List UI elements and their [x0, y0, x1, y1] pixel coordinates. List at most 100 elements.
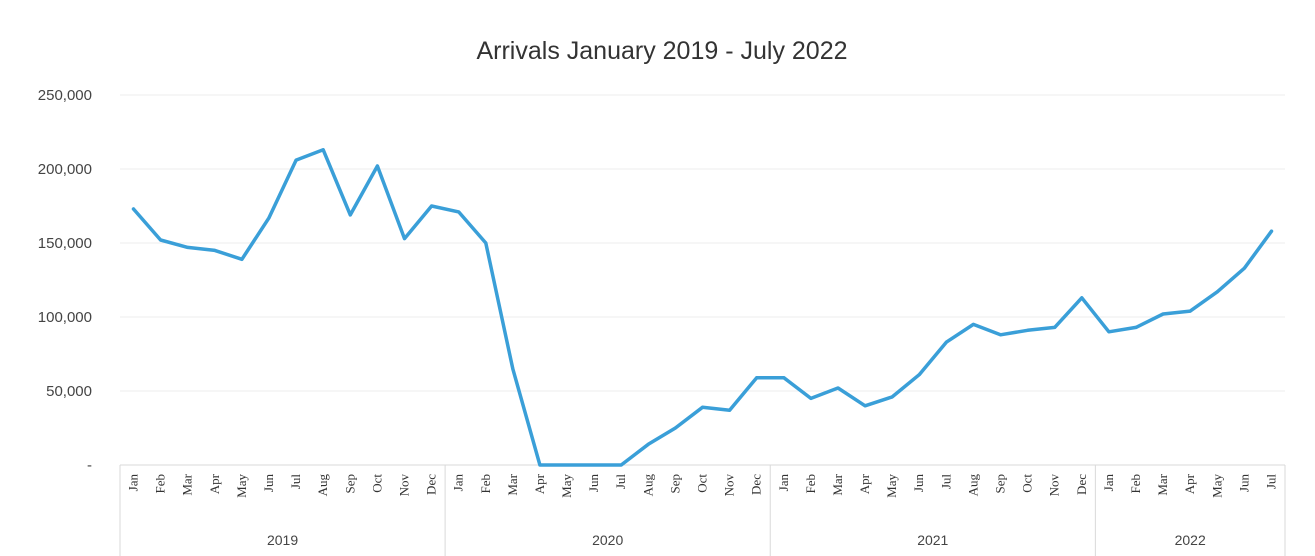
chart-title: Arrivals January 2019 - July 2022 — [476, 37, 847, 65]
data-point — [1134, 325, 1138, 329]
data-point — [511, 367, 515, 371]
y-tick-label: 150,000 — [38, 235, 92, 252]
data-point — [348, 213, 352, 217]
y-axis-ticks: - 50,000 100,000 150,000 200,000 250,000 — [38, 87, 92, 474]
data-point — [1269, 229, 1273, 233]
x-tick-label: Dec — [749, 474, 764, 495]
x-tick-label: May — [1209, 474, 1224, 498]
data-point — [673, 426, 677, 430]
x-tick-label: Mar — [180, 473, 195, 495]
x-tick-label: Nov — [1047, 474, 1062, 497]
data-point — [1026, 328, 1030, 332]
data-point — [701, 405, 704, 409]
x-tick-label: May — [559, 474, 574, 498]
y-tick-label: 50,000 — [46, 383, 92, 400]
x-tick-label: Aug — [315, 474, 330, 497]
data-point — [484, 241, 488, 245]
series-arrivals — [131, 148, 1274, 467]
y-tick-label: - — [87, 457, 92, 474]
x-tick-label: Feb — [1128, 474, 1143, 494]
x-axis-month-ticks: Jan Feb Mar Apr May Jun Jul Aug Sep Oct Nov Dec Jan F… — [126, 473, 1279, 498]
x-tick-label: Sep — [667, 474, 682, 494]
data-point — [1161, 312, 1165, 316]
x-tick-label: Jun — [911, 474, 926, 493]
data-point — [267, 216, 271, 220]
data-point — [755, 376, 759, 380]
x-tick-label: Sep — [993, 474, 1008, 494]
data-point — [836, 386, 840, 390]
data-point — [213, 248, 217, 252]
data-point — [565, 463, 569, 467]
data-point — [1242, 266, 1246, 270]
x-tick-label: Apr — [1182, 473, 1197, 494]
data-point — [863, 404, 867, 408]
x-tick-label: Oct — [695, 474, 710, 493]
data-point — [944, 340, 948, 344]
x-tick-label: Apr — [857, 473, 872, 494]
gridlines — [120, 94, 1285, 392]
x-tick-label: Feb — [153, 474, 168, 494]
year-label: 2019 — [267, 532, 298, 548]
data-point — [619, 463, 623, 467]
x-tick-label: Jul — [1263, 474, 1278, 490]
x-tick-label: Jan — [1101, 474, 1116, 492]
x-tick-label: Jan — [451, 474, 466, 492]
x-tick-label: Jul — [613, 474, 628, 490]
data-point — [321, 148, 325, 152]
x-tick-label: Jun — [586, 474, 601, 493]
y-tick-label: 250,000 — [38, 87, 92, 104]
data-point — [917, 373, 921, 377]
data-point — [782, 376, 786, 380]
x-tick-label: Dec — [1074, 474, 1089, 495]
data-point — [430, 204, 434, 208]
x-tick-label: Apr — [207, 473, 222, 494]
x-tick-label: Aug — [965, 474, 980, 497]
data-point — [1188, 309, 1192, 313]
data-point — [646, 442, 650, 446]
data-point — [1107, 330, 1111, 334]
data-point — [1053, 325, 1057, 329]
x-tick-label: Jun — [261, 474, 276, 493]
data-point — [971, 322, 975, 326]
x-tick-label: Jan — [126, 474, 141, 492]
x-tick-label: Mar — [830, 473, 845, 495]
x-tick-label: Nov — [722, 474, 737, 497]
data-point — [538, 463, 542, 467]
year-label: 2020 — [592, 532, 623, 548]
data-point — [375, 164, 379, 168]
x-axis-year-groups: 2019 2020 2021 2022 — [119, 465, 1286, 556]
data-point — [809, 396, 813, 400]
x-tick-label: Jun — [1236, 474, 1251, 493]
data-point — [402, 237, 406, 241]
data-point — [1080, 296, 1084, 300]
x-tick-label: Jul — [288, 474, 303, 490]
year-label: 2022 — [1175, 532, 1206, 548]
data-point — [999, 333, 1003, 337]
x-tick-label: Nov — [396, 474, 411, 497]
y-tick-label: 200,000 — [38, 161, 92, 178]
data-point — [159, 238, 163, 242]
series-line — [131, 148, 1274, 467]
data-point — [294, 158, 298, 162]
x-tick-label: Feb — [803, 474, 818, 494]
x-tick-label: Oct — [369, 474, 384, 493]
data-point — [132, 207, 136, 211]
x-tick-label: Feb — [478, 474, 493, 494]
x-tick-label: Aug — [640, 474, 655, 497]
data-point — [890, 395, 894, 399]
year-label: 2021 — [917, 532, 948, 548]
data-point — [457, 210, 461, 214]
data-point — [1215, 290, 1219, 294]
x-tick-label: Jan — [776, 474, 791, 492]
x-tick-label: May — [884, 474, 899, 498]
x-tick-label: Jul — [938, 474, 953, 490]
x-tick-label: Mar — [1155, 473, 1170, 495]
x-tick-label: Mar — [505, 473, 520, 495]
data-point — [592, 463, 596, 467]
x-tick-label: Apr — [532, 473, 547, 494]
x-tick-label: Oct — [1020, 474, 1035, 493]
data-point — [728, 408, 732, 412]
data-point — [186, 245, 190, 249]
y-tick-label: 100,000 — [38, 309, 92, 326]
